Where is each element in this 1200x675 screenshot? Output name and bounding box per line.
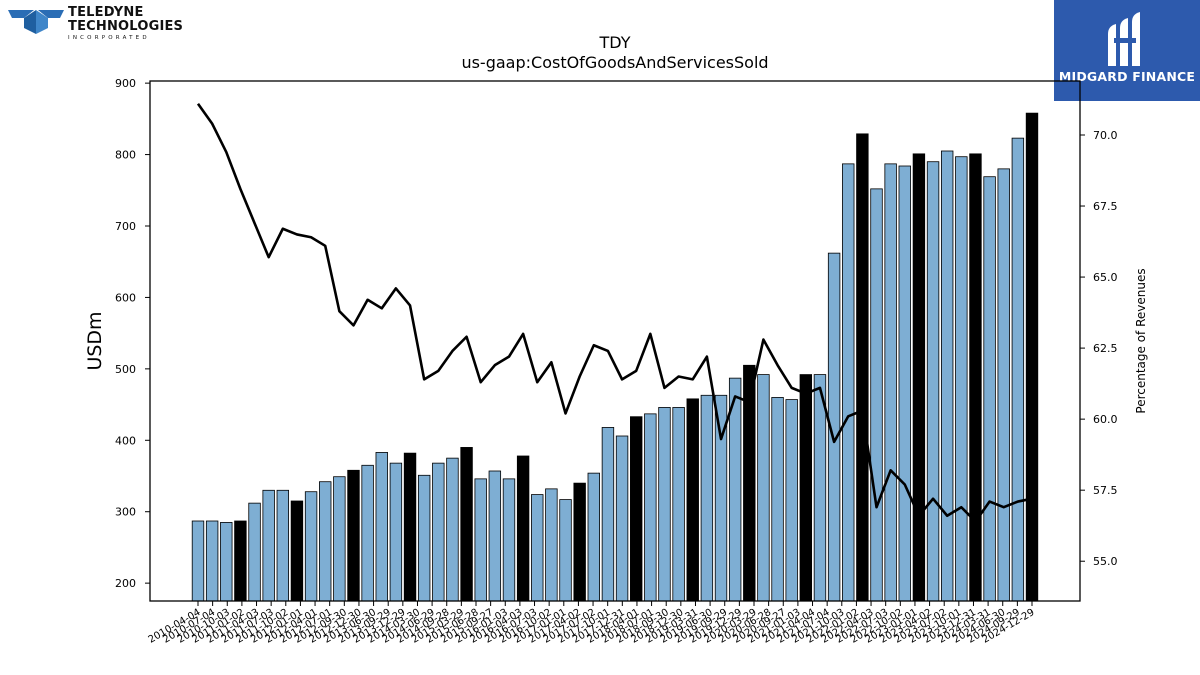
bar	[940, 150, 954, 602]
bar	[926, 161, 940, 602]
brand-badge: MIDGARD FINANCE	[1054, 0, 1200, 101]
y2-axis: 55.0 57.5 60.0 62.5 65.0 67.5 70.0	[1080, 129, 1118, 568]
bar	[559, 499, 572, 602]
bar	[333, 476, 346, 602]
bar	[191, 520, 205, 602]
x-axis: 2010-04-042010-07-042010-10-032011-01-02…	[147, 601, 1037, 646]
bar	[220, 522, 233, 602]
bar	[432, 462, 445, 602]
bar	[997, 168, 1010, 602]
bar	[630, 416, 643, 602]
chart-subtitle: us-gaap:CostOfGoodsAndServicesSold	[461, 53, 768, 72]
y2-tick-label: 70.0	[1093, 129, 1118, 142]
company-logo-mark-icon	[8, 10, 64, 34]
y-axis: 200 300 400 500 600 700 800 900	[115, 77, 150, 590]
bar	[304, 491, 318, 602]
bar	[446, 457, 459, 602]
percentage-line	[196, 102, 1033, 523]
y-tick-label: 900	[115, 77, 136, 90]
y-tick-label: 300	[115, 506, 136, 519]
bar	[644, 413, 657, 602]
bar	[205, 520, 219, 602]
bar	[813, 374, 827, 602]
bar	[460, 447, 473, 602]
company-logo-subtext: INCORPORATED	[68, 35, 150, 41]
bar	[856, 133, 869, 602]
bar	[545, 488, 558, 602]
bar	[573, 482, 586, 602]
bar	[870, 188, 883, 602]
y2-tick-label: 67.5	[1093, 200, 1118, 213]
y2-tick-label: 62.5	[1093, 342, 1118, 355]
bar	[1011, 137, 1025, 602]
bar	[884, 163, 897, 602]
bar-series	[191, 112, 1039, 602]
y-tick-label: 200	[115, 577, 136, 590]
y2-axis-label: Percentage of Revenues	[1134, 268, 1148, 413]
bar	[290, 500, 304, 602]
bar	[912, 153, 926, 602]
bar	[785, 399, 798, 602]
bar	[700, 394, 714, 602]
y-tick-label: 800	[115, 149, 136, 162]
y2-tick-label: 65.0	[1093, 271, 1118, 284]
bar	[319, 481, 332, 602]
bar	[587, 472, 600, 602]
bar	[361, 464, 374, 602]
bar	[1025, 112, 1039, 602]
bar	[375, 452, 388, 602]
bar	[502, 478, 516, 602]
bar	[658, 407, 671, 602]
y-tick-label: 700	[115, 220, 136, 233]
chart-title: TDY	[599, 33, 631, 52]
bar	[417, 474, 431, 602]
bar	[983, 176, 996, 602]
bar	[686, 398, 699, 602]
bar	[389, 462, 403, 602]
y-tick-label: 600	[115, 291, 136, 304]
bar	[403, 452, 417, 602]
bar	[842, 163, 855, 602]
y-tick-label: 400	[115, 434, 136, 447]
y-tick-label: 500	[115, 363, 136, 376]
y-axis-label: USDm	[84, 311, 106, 370]
y2-tick-label: 57.5	[1093, 484, 1118, 497]
bar	[474, 478, 487, 602]
bar	[615, 435, 629, 602]
bar	[955, 156, 968, 602]
company-logo-text: TELEDYNE TECHNOLOGIES	[68, 6, 183, 34]
bar	[969, 153, 982, 602]
bar	[531, 494, 544, 602]
line-series	[196, 102, 1033, 523]
y2-tick-label: 55.0	[1093, 555, 1118, 568]
bar	[262, 489, 275, 602]
y2-tick-label: 60.0	[1093, 413, 1118, 426]
brand-badge-text: MIDGARD FINANCE	[1058, 69, 1196, 84]
brand-mark-icon	[1108, 12, 1140, 66]
bar	[799, 374, 813, 602]
bar	[276, 489, 290, 602]
bar	[672, 407, 685, 602]
bar	[601, 427, 615, 602]
company-logo-line2: TECHNOLOGIES	[68, 19, 184, 34]
bar	[234, 520, 247, 602]
bar	[488, 470, 502, 602]
bar	[248, 502, 261, 602]
company-logo-line1: TELEDYNE	[68, 5, 144, 20]
company-logo: TELEDYNE TECHNOLOGIES INCORPORATED	[6, 6, 183, 46]
bar	[771, 397, 784, 602]
bar	[757, 374, 770, 602]
bar	[347, 469, 360, 602]
bar	[516, 455, 530, 602]
bar	[898, 165, 911, 602]
plot-frame	[149, 80, 1081, 602]
